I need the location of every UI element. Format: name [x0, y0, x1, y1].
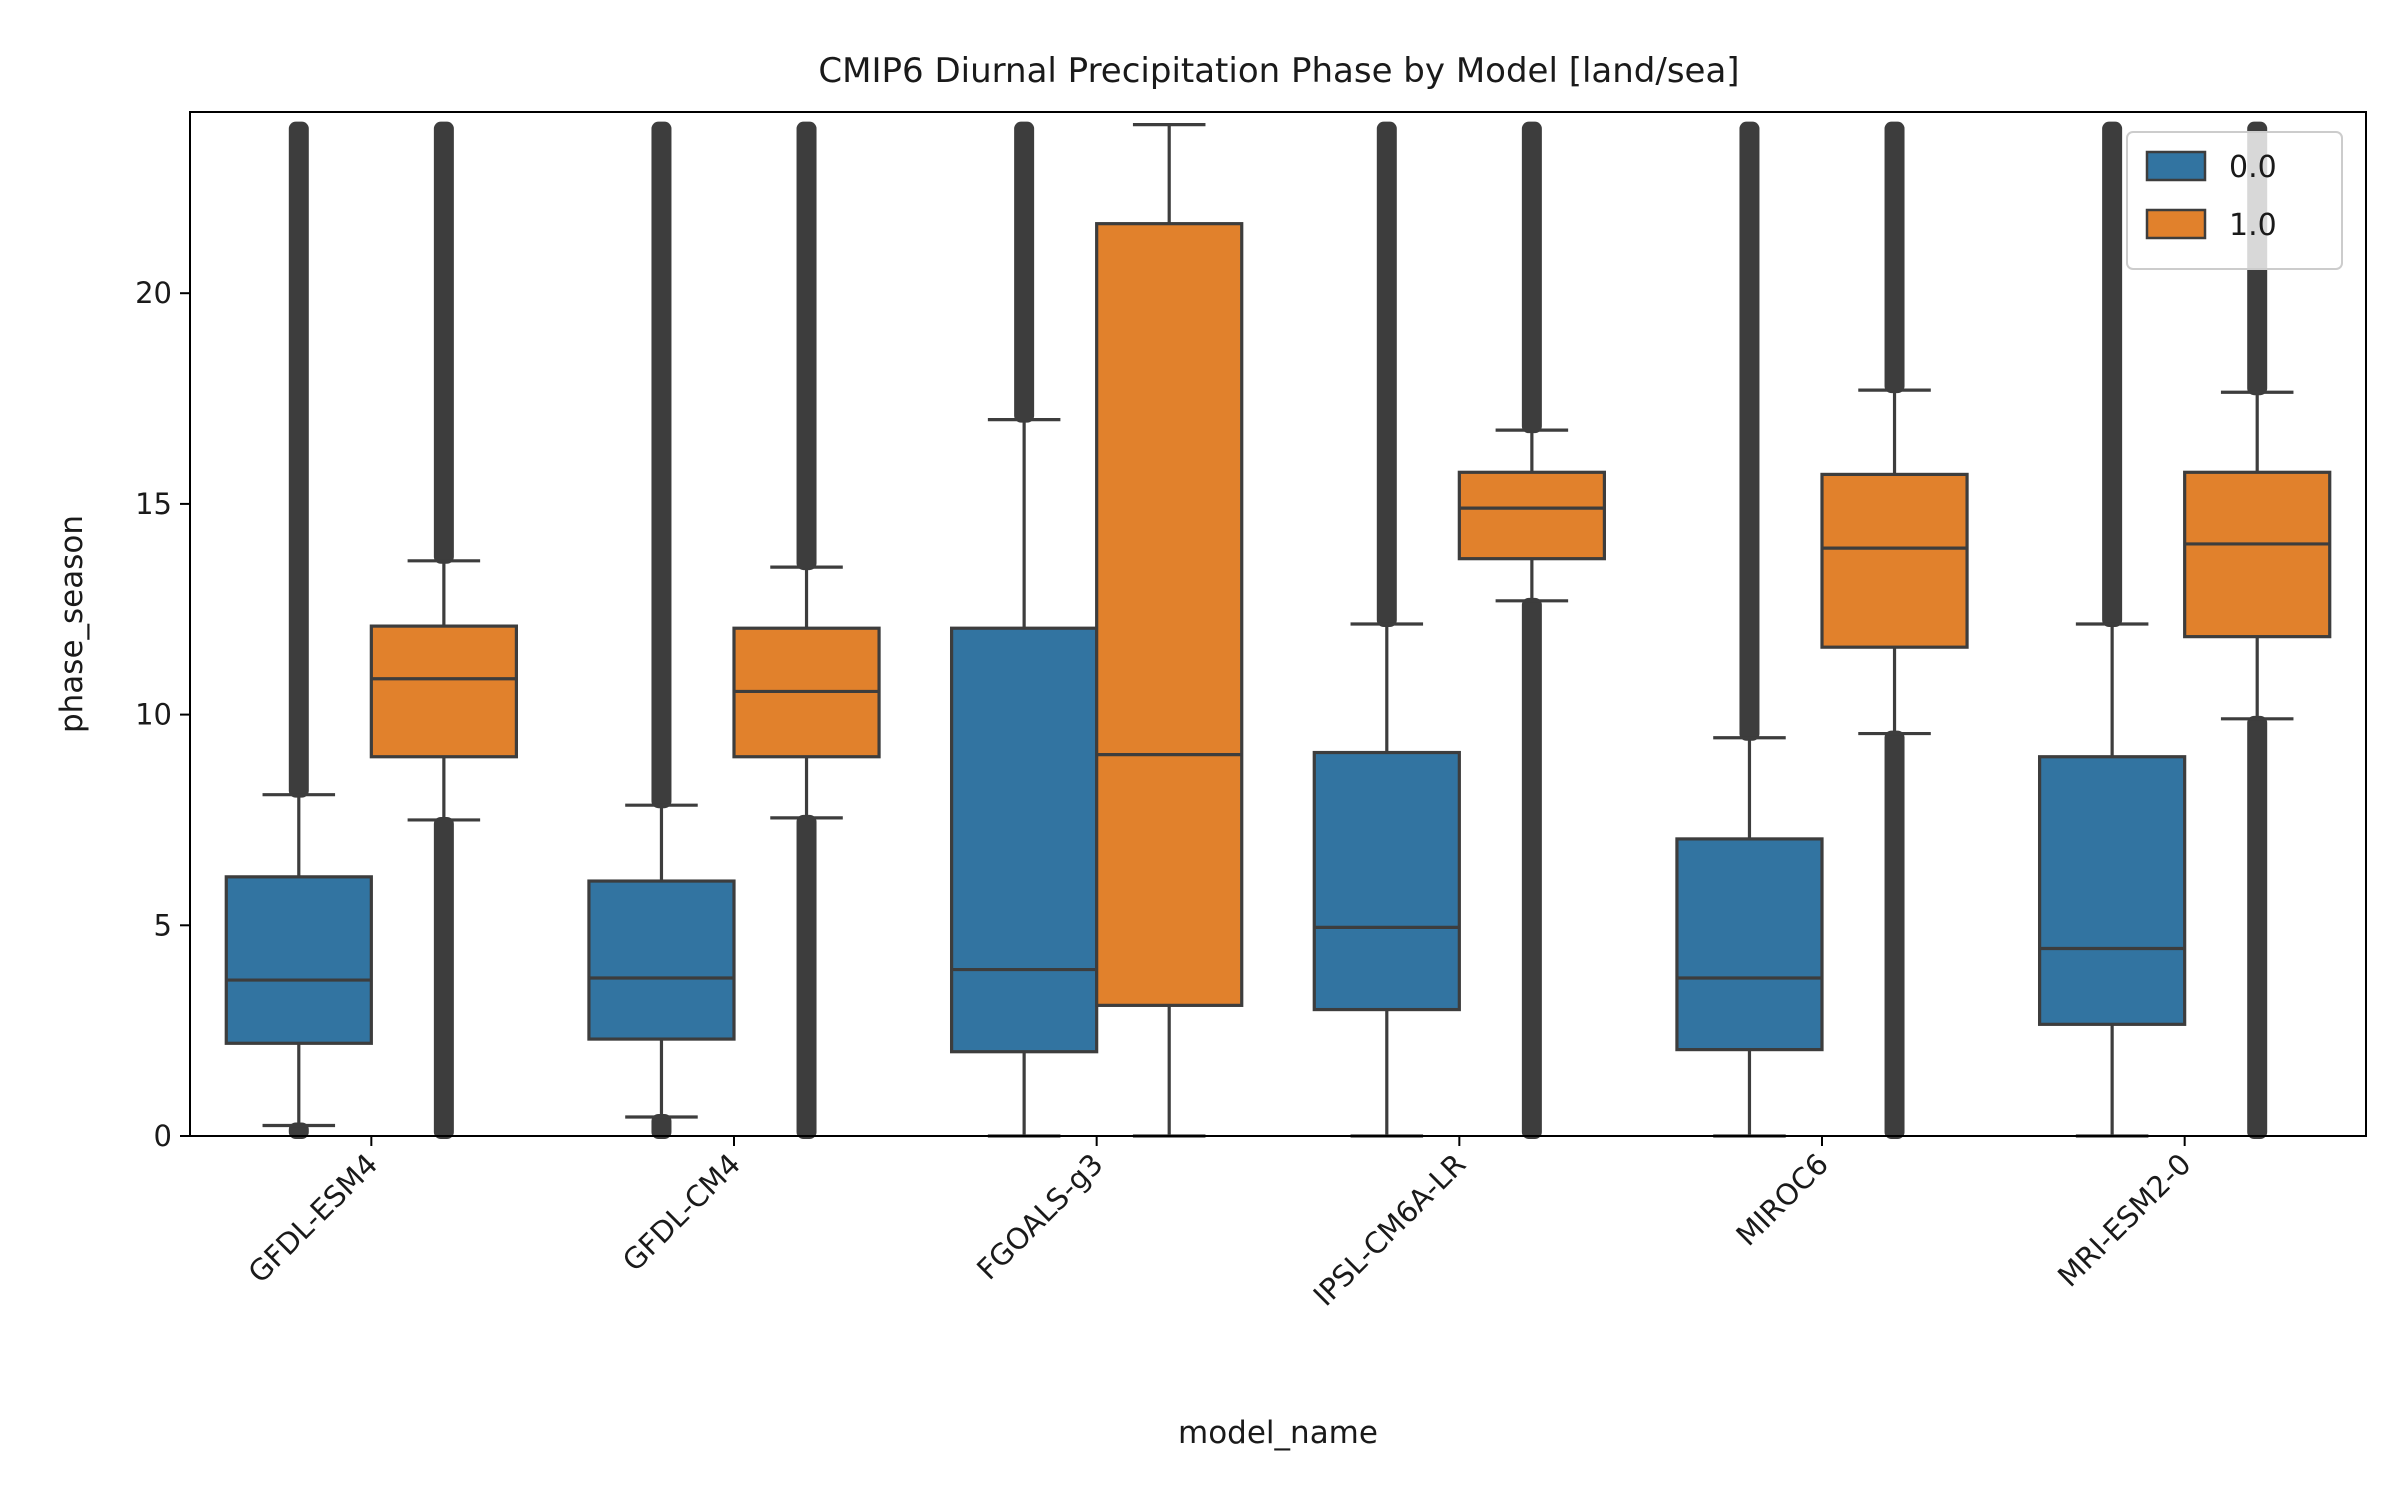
outlier-band: [1884, 121, 1905, 394]
box-1.0-IPSL-CM6A-LR: [1457, 121, 1607, 1139]
outlier-band: [2247, 715, 2268, 1139]
box-iqr: [587, 879, 736, 1041]
box-1.0-MIROC6: [1820, 121, 1969, 1139]
legend: 0.0 1.0: [2126, 131, 2343, 270]
y-tick-label: 10: [135, 698, 172, 732]
outlier-band: [796, 814, 817, 1139]
outlier-band: [1521, 121, 1542, 434]
box-1.0-GFDL-ESM4: [369, 121, 519, 1139]
outlier-band: [1376, 121, 1397, 628]
box-iqr: [1820, 472, 1969, 649]
y-tick-label: 5: [154, 908, 172, 942]
box-iqr: [1312, 750, 1461, 1012]
outlier-band: [651, 121, 672, 809]
legend-label: 1.0: [2229, 208, 2277, 243]
outlier-band: [1884, 730, 1905, 1139]
y-tick-label: 20: [135, 276, 172, 310]
box-0.0-MIROC6: [1675, 121, 1824, 1138]
outlier-band: [796, 121, 817, 571]
outlier-band: [1739, 121, 1760, 741]
outlier-band: [1521, 597, 1542, 1139]
plot-area: [224, 121, 2332, 1139]
x-axis-label: model_name: [1178, 1415, 1378, 1451]
y-axis: 0 5 10 15 20: [135, 276, 190, 1153]
outlier-band: [433, 816, 454, 1139]
axes-frame: [189, 111, 2367, 1137]
outlier-band: [1014, 121, 1035, 423]
box-iqr: [369, 624, 519, 759]
outlier-band: [651, 1114, 672, 1139]
legend-swatch: [2145, 208, 2207, 240]
outlier-band: [433, 121, 454, 564]
chart-title: CMIP6 Diurnal Precipitation Phase by Mod…: [818, 51, 1739, 91]
box-iqr: [1457, 470, 1607, 561]
outlier-band: [2102, 121, 2123, 628]
box-1.0-FGOALS-g3: [1095, 123, 1244, 1138]
y-axis-label: phase_season: [54, 515, 90, 733]
box-iqr: [224, 875, 373, 1045]
y-tick-label: 15: [135, 487, 172, 521]
outlier-band: [288, 121, 309, 798]
box-iqr: [949, 626, 1099, 1054]
legend-label: 0.0: [2229, 150, 2277, 185]
box-1.0-MRI-ESM2-0: [2183, 121, 2332, 1139]
box-iqr: [2183, 470, 2332, 639]
box-iqr: [2037, 755, 2187, 1026]
box-1.0-GFDL-CM4: [732, 121, 881, 1139]
box-0.0-IPSL-CM6A-LR: [1312, 121, 1461, 1138]
box-iqr: [1675, 837, 1824, 1052]
box-0.0-GFDL-CM4: [587, 121, 736, 1139]
box-0.0-GFDL-ESM4: [224, 121, 373, 1139]
box-0.0-MRI-ESM2-0: [2037, 121, 2187, 1138]
y-tick-label: 0: [154, 1119, 172, 1153]
box-iqr: [1095, 222, 1244, 1007]
box-0.0-FGOALS-g3: [949, 121, 1099, 1138]
legend-swatch: [2145, 150, 2207, 182]
